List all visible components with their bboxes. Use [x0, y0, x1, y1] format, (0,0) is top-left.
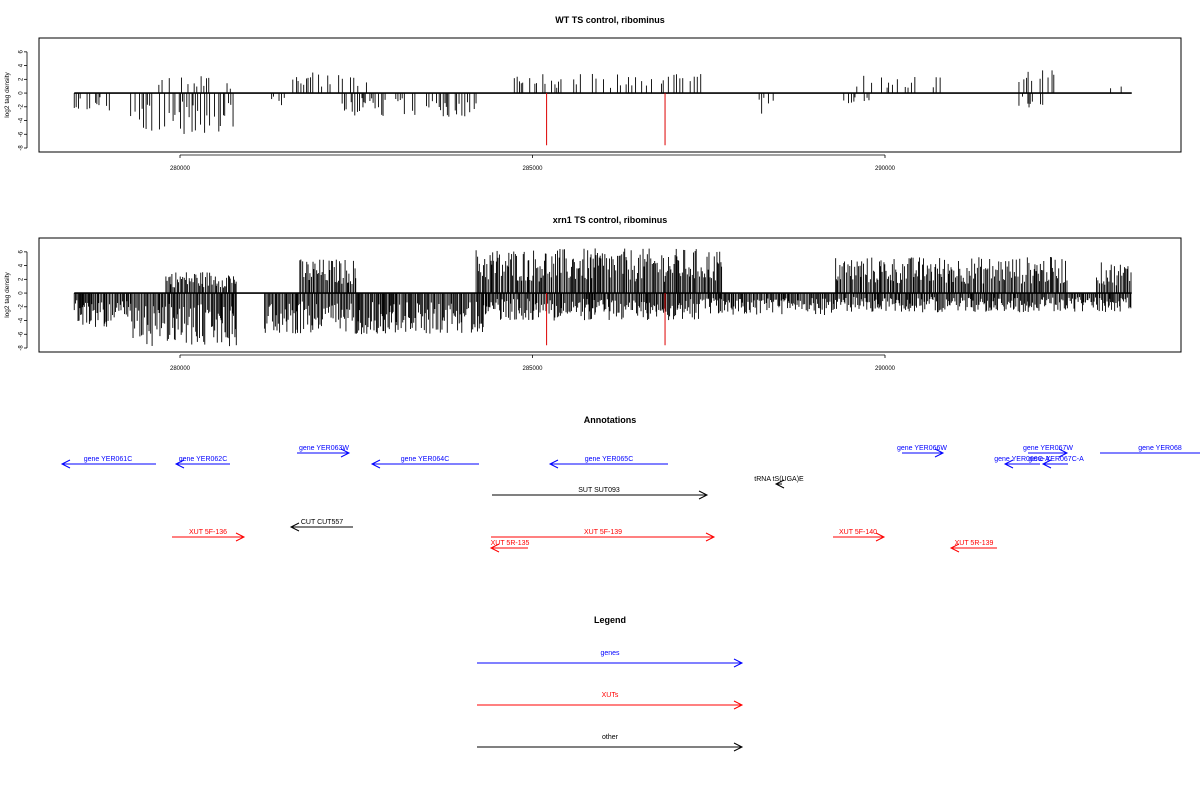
wt-bars [73, 70, 1132, 134]
xrn1-y-tick-label: 0 [19, 291, 25, 295]
legend-label: genes [600, 650, 620, 657]
annotation-arrowhead [705, 532, 716, 542]
legend-arrowhead [733, 700, 744, 710]
annotation-label: gene YER067W [1023, 445, 1073, 452]
annotation-arrowhead [289, 522, 300, 532]
xrn1-axes: -8 -6 -4 -2 0 2 4 6 280000 285000 290000 [19, 250, 896, 372]
xrn1-x-tick-label: 285000 [522, 366, 543, 372]
legend-arrowhead [733, 658, 744, 668]
annotation-label: gene YER063W [299, 445, 349, 452]
wt-panel: WT TS control, ribominus log2 tag densit… [4, 15, 1182, 172]
annotation-label: XUT 5R-139 [955, 540, 994, 547]
legend-label: other [602, 734, 619, 741]
xrn1-panel: xrn1 TS control, ribominus log2 tag dens… [4, 215, 1182, 372]
annotation-label: XUT 5F-140 [839, 529, 877, 536]
xrn1-y-tick-label: 4 [19, 263, 25, 267]
xrn1-panel-title: xrn1 TS control, ribominus [553, 215, 668, 225]
xrn1-markers [546, 293, 666, 346]
wt-y-tick-label: -4 [19, 117, 25, 123]
wt-y-tick-label: -8 [19, 145, 25, 151]
annotation-tracks: gene YER061C gene YER062C gene YER063W gene… [60, 445, 1200, 553]
annotation-label: gene YER066C-A [994, 456, 1050, 463]
wt-markers [546, 93, 666, 146]
xrn1-x-tick-label: 280000 [170, 366, 191, 372]
wt-y-axis-label: log2 tag density [4, 71, 11, 117]
annotation-label: gene YER062C [179, 456, 228, 463]
xrn1-y-tick-label: 2 [19, 277, 25, 281]
annotation-label: gene YER066W [897, 445, 947, 452]
annotation-arrowhead [60, 459, 71, 469]
annotation-arrowhead [1058, 448, 1069, 458]
xrn1-plot-frame [38, 237, 1182, 353]
annotation-arrowhead [370, 459, 381, 469]
annotation-label: XUT 5F-136 [189, 529, 227, 536]
legend: genes XUTs other [477, 650, 744, 752]
xrn1-y-tick-label: -2 [19, 303, 25, 309]
wt-panel-title: WT TS control, ribominus [555, 15, 665, 25]
wt-y-tick-label: 2 [19, 77, 25, 81]
annotation-arrowhead [235, 532, 246, 542]
annotation-label: gene YER068 [1138, 445, 1182, 452]
xrn1-bars [73, 248, 1132, 347]
annotation-arrowhead [174, 459, 185, 469]
xrn1-y-tick-label: -4 [19, 317, 25, 323]
xrn1-y-tick-label: 6 [19, 250, 25, 254]
legend-arrowhead [733, 742, 744, 752]
annotation-arrowhead [340, 448, 351, 458]
annotation-arrowhead [698, 490, 709, 500]
legend-title: Legend [594, 615, 626, 625]
annotation-label: gene YER067C-A [1028, 456, 1084, 463]
annotation-label: SUT SUT093 [578, 487, 620, 494]
annotation-label: XUT 5R-135 [491, 540, 530, 547]
wt-y-tick-label: -2 [19, 103, 25, 109]
annotation-label: gene YER061C [84, 456, 133, 463]
annotation-label: gene YER064C [401, 456, 450, 463]
wt-x-tick-label: 280000 [170, 166, 191, 172]
annotation-arrowhead [548, 459, 559, 469]
wt-y-tick-label: 6 [19, 50, 25, 54]
annotation-arrowhead [489, 543, 500, 553]
xrn1-y-tick-label: -6 [19, 331, 25, 337]
annotation-arrowhead [875, 532, 886, 542]
annotation-arrowhead [774, 479, 785, 489]
annotation-label: CUT CUT557 [301, 519, 343, 526]
annotations-title: Annotations [584, 415, 637, 425]
annotation-arrowhead [1041, 459, 1052, 469]
wt-x-tick-label: 290000 [875, 166, 896, 172]
wt-plot-frame [38, 37, 1182, 153]
legend-label: XUTs [602, 692, 619, 699]
annotation-label: XUT 5F-139 [584, 529, 622, 536]
wt-y-tick-label: 4 [19, 63, 25, 67]
xrn1-y-tick-label: -8 [19, 345, 25, 351]
xrn1-y-axis-label: log2 tag density [4, 271, 11, 317]
annotation-label: tRNA tS(UGA)E [754, 476, 804, 483]
annotation-arrowhead [1003, 459, 1014, 469]
wt-x-tick-label: 285000 [522, 166, 543, 172]
annotation-arrowhead [934, 448, 945, 458]
annotation-label: gene YER065C [585, 456, 634, 463]
wt-y-tick-label: 0 [19, 91, 25, 95]
wt-axes: -8 -6 -4 -2 0 2 4 6 280000 285000 290000 [19, 50, 896, 172]
xrn1-x-tick-label: 290000 [875, 366, 896, 372]
annotation-arrowhead [949, 543, 960, 553]
wt-y-tick-label: -6 [19, 131, 25, 137]
